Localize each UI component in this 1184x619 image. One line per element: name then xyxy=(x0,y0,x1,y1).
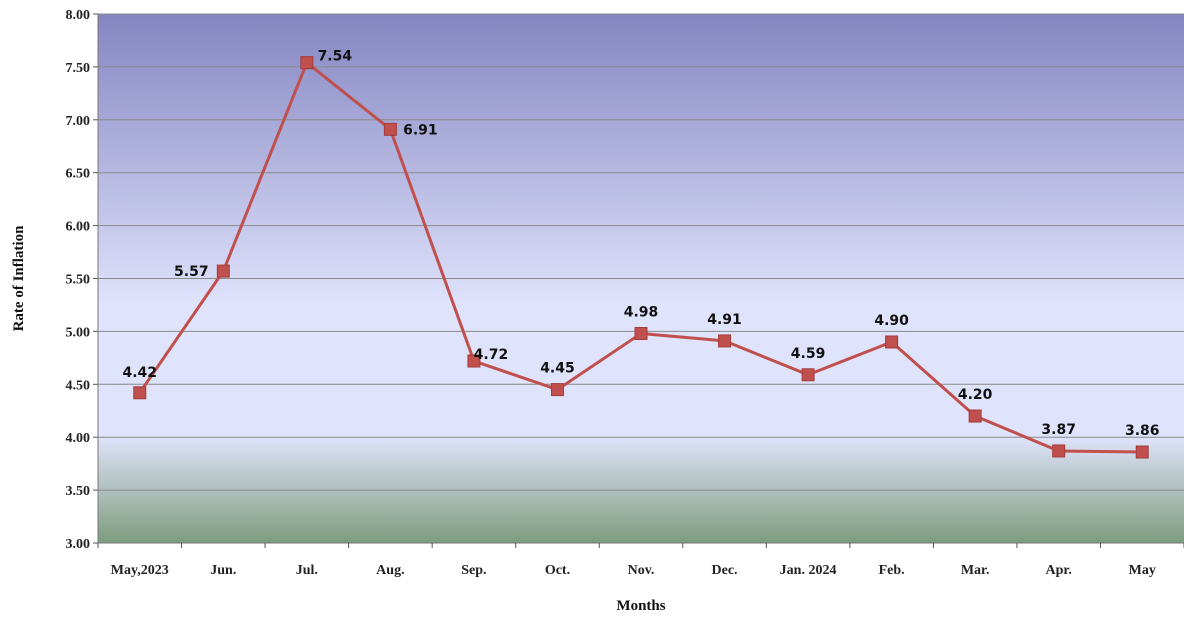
data-label: 4.98 xyxy=(624,305,659,321)
x-axis-title: Months xyxy=(616,598,665,614)
data-point-marker xyxy=(719,335,731,347)
x-tick-label: Sep. xyxy=(461,563,486,578)
data-label: 4.72 xyxy=(474,347,509,363)
data-label: 4.45 xyxy=(540,361,575,377)
y-axis-title: Rate of Inflation xyxy=(11,225,27,331)
y-tick-label: 4.50 xyxy=(66,378,91,393)
y-tick-label: 3.50 xyxy=(66,484,91,499)
data-label: 4.20 xyxy=(958,387,993,403)
data-point-marker xyxy=(635,328,647,340)
y-tick-label: 4.00 xyxy=(66,431,91,446)
data-label: 6.91 xyxy=(403,122,438,138)
x-tick-label: Mar. xyxy=(961,563,990,578)
data-point-marker xyxy=(134,387,146,399)
data-point-marker xyxy=(384,123,396,135)
data-point-marker xyxy=(301,57,313,69)
y-tick-label: 7.50 xyxy=(66,61,91,76)
x-tick-label: Jun. xyxy=(210,563,236,578)
data-label: 7.54 xyxy=(318,49,353,65)
data-point-marker xyxy=(1053,445,1065,457)
data-label: 3.87 xyxy=(1041,422,1076,438)
data-point-marker xyxy=(1136,446,1148,458)
x-tick-label: Oct. xyxy=(545,563,570,578)
x-tick-label: Aug. xyxy=(376,563,404,578)
data-label: 4.42 xyxy=(122,365,157,381)
data-label: 4.91 xyxy=(707,312,742,328)
data-label: 4.59 xyxy=(791,346,826,362)
data-point-marker xyxy=(802,369,814,381)
data-label: 5.57 xyxy=(174,264,209,280)
y-tick-label: 5.00 xyxy=(66,325,91,340)
data-label: 4.90 xyxy=(874,313,909,329)
x-tick-label: May xyxy=(1129,563,1156,578)
x-tick-label: May,2023 xyxy=(111,563,169,578)
x-tick-label: Apr. xyxy=(1046,563,1072,578)
y-tick-label: 7.00 xyxy=(66,114,91,129)
x-tick-label: Dec. xyxy=(712,563,738,578)
data-label: 3.86 xyxy=(1125,423,1160,439)
y-tick-label: 6.50 xyxy=(66,167,91,182)
y-tick-label: 5.50 xyxy=(66,273,91,288)
data-point-marker xyxy=(969,410,981,422)
x-tick-label: Jul. xyxy=(296,563,318,578)
y-tick-label: 3.00 xyxy=(66,537,91,552)
data-point-marker xyxy=(886,336,898,348)
data-point-marker xyxy=(551,384,563,396)
y-tick-label: 8.00 xyxy=(66,8,91,23)
data-point-marker xyxy=(217,265,229,277)
x-tick-label: Nov. xyxy=(628,563,655,578)
y-tick-label: 6.00 xyxy=(66,220,91,235)
x-tick-label: Jan. 2024 xyxy=(780,563,837,578)
x-tick-label: Feb. xyxy=(879,563,905,578)
